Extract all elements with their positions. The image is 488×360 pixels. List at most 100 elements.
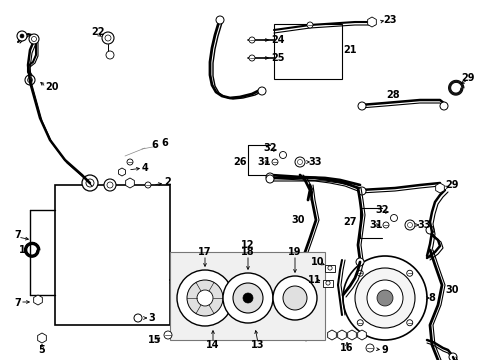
Bar <box>55 185 170 325</box>
Polygon shape <box>34 295 42 305</box>
Text: 22: 22 <box>91 27 104 37</box>
Circle shape <box>390 215 397 221</box>
Circle shape <box>425 226 433 234</box>
Circle shape <box>107 182 113 188</box>
Circle shape <box>404 220 414 230</box>
Text: 3: 3 <box>148 313 155 323</box>
Bar <box>325 265 334 271</box>
Circle shape <box>294 157 305 167</box>
Circle shape <box>355 258 363 266</box>
Circle shape <box>339 333 344 338</box>
Circle shape <box>186 280 223 316</box>
Text: 2: 2 <box>164 177 171 187</box>
Text: 33: 33 <box>307 157 321 167</box>
Circle shape <box>25 75 35 85</box>
Circle shape <box>382 222 388 228</box>
Text: 13: 13 <box>251 340 264 350</box>
Circle shape <box>105 35 111 41</box>
Circle shape <box>407 222 412 228</box>
Circle shape <box>265 175 273 183</box>
Circle shape <box>223 273 272 323</box>
Circle shape <box>127 159 133 165</box>
Circle shape <box>243 293 252 303</box>
Circle shape <box>216 16 224 24</box>
Polygon shape <box>367 17 376 27</box>
Text: 7: 7 <box>15 298 21 308</box>
Text: 10: 10 <box>311 257 324 267</box>
Text: 17: 17 <box>198 247 211 257</box>
Circle shape <box>357 270 363 276</box>
Text: 31: 31 <box>257 157 270 167</box>
Circle shape <box>102 32 114 44</box>
Circle shape <box>17 31 27 41</box>
Circle shape <box>36 297 41 302</box>
Circle shape <box>283 286 306 310</box>
Text: 18: 18 <box>241 247 254 257</box>
Circle shape <box>271 159 278 165</box>
Text: 15: 15 <box>148 335 162 345</box>
Text: 33: 33 <box>416 220 430 230</box>
Circle shape <box>248 55 254 61</box>
Circle shape <box>20 34 24 38</box>
Circle shape <box>279 152 286 158</box>
Text: 14: 14 <box>206 340 219 350</box>
Text: 28: 28 <box>386 90 399 100</box>
Circle shape <box>359 333 364 338</box>
Text: 19: 19 <box>287 247 301 257</box>
Circle shape <box>327 266 331 270</box>
Circle shape <box>29 34 39 44</box>
Circle shape <box>306 22 312 28</box>
Circle shape <box>357 320 363 326</box>
Text: 31: 31 <box>368 220 382 230</box>
Text: 9: 9 <box>381 345 387 355</box>
Circle shape <box>329 333 334 338</box>
Text: 16: 16 <box>340 343 353 353</box>
Circle shape <box>145 182 151 188</box>
Circle shape <box>86 179 94 187</box>
Text: 5: 5 <box>39 345 45 355</box>
Circle shape <box>406 270 412 276</box>
Text: 1: 1 <box>19 245 25 255</box>
Text: 26: 26 <box>233 157 246 167</box>
Polygon shape <box>347 330 356 340</box>
Circle shape <box>197 290 213 306</box>
Circle shape <box>297 159 302 165</box>
Text: 6: 6 <box>151 140 158 150</box>
Circle shape <box>265 173 273 181</box>
Text: 7: 7 <box>15 230 21 240</box>
Circle shape <box>134 314 142 322</box>
Circle shape <box>376 290 392 306</box>
Circle shape <box>342 256 426 340</box>
Circle shape <box>31 36 37 41</box>
Polygon shape <box>327 330 336 340</box>
Circle shape <box>325 281 329 285</box>
Bar <box>273 24 341 79</box>
Circle shape <box>232 283 263 313</box>
Circle shape <box>349 333 354 338</box>
Circle shape <box>365 344 373 352</box>
Circle shape <box>354 268 414 328</box>
Text: 6: 6 <box>162 138 168 148</box>
Circle shape <box>406 320 412 326</box>
Text: 30: 30 <box>445 285 458 295</box>
Text: 23: 23 <box>383 15 396 25</box>
Circle shape <box>439 102 447 110</box>
Circle shape <box>163 331 172 339</box>
Circle shape <box>448 353 456 360</box>
Circle shape <box>366 280 402 316</box>
Text: 11: 11 <box>307 275 321 285</box>
Circle shape <box>437 185 442 190</box>
Text: 32: 32 <box>374 205 388 215</box>
Circle shape <box>127 180 132 185</box>
Circle shape <box>106 51 114 59</box>
Polygon shape <box>38 333 46 343</box>
Polygon shape <box>125 178 134 188</box>
Text: 32: 32 <box>263 143 276 153</box>
Polygon shape <box>337 330 346 340</box>
Circle shape <box>40 336 44 341</box>
Text: 12: 12 <box>241 240 254 250</box>
Circle shape <box>177 270 232 326</box>
Text: 27: 27 <box>343 217 356 227</box>
Text: 29: 29 <box>460 73 474 83</box>
Bar <box>323 279 332 287</box>
